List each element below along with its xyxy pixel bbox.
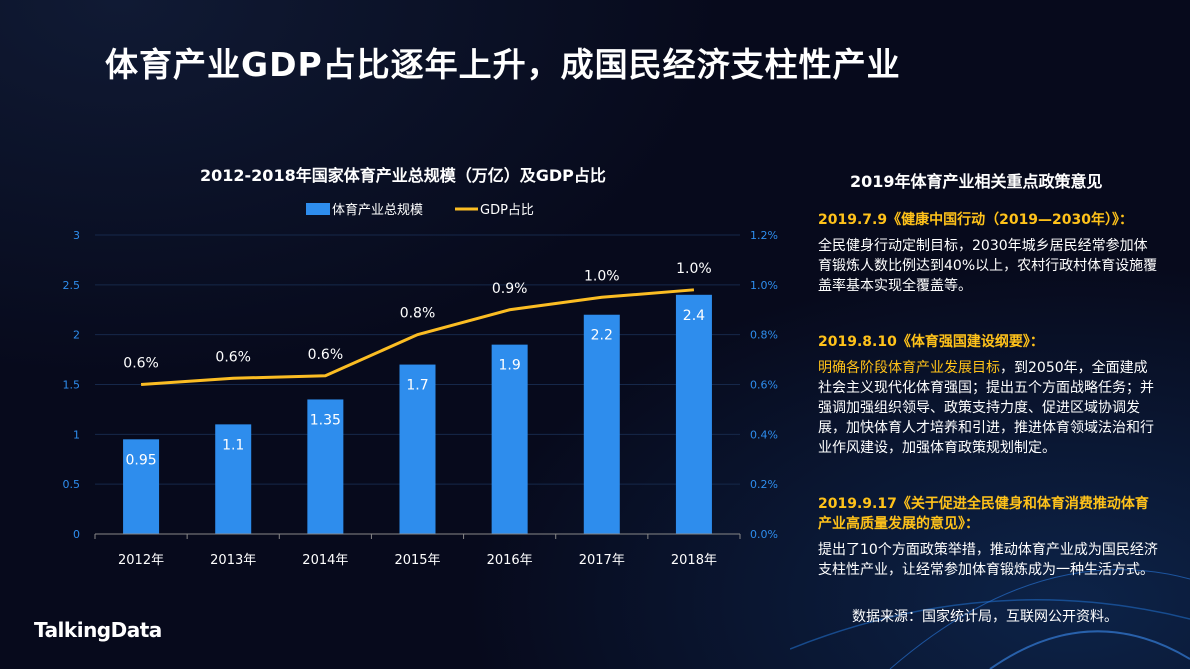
- y-right-tick: 0.2%: [750, 478, 778, 491]
- y-right-tick: 0.8%: [750, 329, 778, 342]
- line-label: 0.8%: [400, 306, 436, 322]
- slide-title: 体育产业GDP占比逐年上升，成国民经济支柱性产业: [105, 45, 901, 84]
- policy-heading: 2019.9.17《关于促进全民健身和体育消费推动体育产业高质量发展的意见》：: [818, 496, 1149, 532]
- y-left-tick: 1.5: [63, 379, 81, 392]
- line-label: 0.6%: [123, 356, 159, 372]
- policy-body-text: ，到2050年，全面建成社会主义现代化体育强国；提出五个方面战略任务；并强调加强…: [818, 360, 1154, 456]
- x-tick-label: 2016年: [487, 553, 533, 568]
- legend-line-label: GDP占比: [480, 203, 534, 218]
- policy-heading: 2019.8.10《体育强国建设纲要》：: [818, 334, 1044, 350]
- y-right-tick: 0.6%: [750, 379, 778, 392]
- y-left-tick: 0: [73, 528, 80, 541]
- policy-body: 明确各阶段体育产业发展目标，到2050年，全面建成社会主义现代化体育强国；提出五…: [818, 358, 1158, 458]
- line-label: 0.6%: [215, 349, 251, 365]
- y-right-tick: 1.2%: [750, 229, 778, 242]
- bar: [215, 424, 252, 534]
- x-tick-label: 2015年: [394, 553, 440, 568]
- y-right-tick: 1.0%: [750, 279, 778, 292]
- y-right-tick: 0.0%: [750, 528, 778, 541]
- combo-chart: 0 0.5 1 1.5 2 2.5 3 0.0% 0.2% 0.4% 0.6% 0.8% 1.0% 1.2…: [63, 202, 778, 568]
- line-label: 1.0%: [584, 268, 620, 284]
- x-tick-label: 2018年: [671, 553, 717, 568]
- bar-label: 1.35: [310, 412, 341, 428]
- y-left-tick: 0.5: [63, 478, 81, 491]
- bar-label: 2.2: [591, 328, 613, 344]
- gdp-line: [140, 288, 695, 386]
- line-label: 0.9%: [492, 281, 528, 297]
- legend-bar-label: 体育产业总规模: [332, 202, 423, 218]
- data-source: 数据来源：国家统计局，互联网公开资料。: [852, 609, 1118, 625]
- policy-body: 提出了10个方面政策举措，推动体育产业成为国民经济支柱性产业，让经常参加体育锻炼…: [818, 542, 1158, 578]
- policy-body: 全民健身行动定制目标，2030年城乡居民经常参加体育锻炼人数比例达到40%以上，…: [818, 238, 1158, 294]
- y-left-tick: 3: [73, 229, 80, 242]
- policy-panel: 2019.7.9《健康中国行动（2019—2030年）》： 全民健身行动定制目标…: [818, 210, 1158, 616]
- policy-item: 2019.7.9《健康中国行动（2019—2030年）》： 全民健身行动定制目标…: [818, 210, 1158, 296]
- x-tick-label: 2012年: [118, 553, 164, 568]
- bar-label: 2.4: [683, 308, 705, 324]
- legend-bar-swatch: [306, 203, 330, 215]
- y-right-tick: 0.4%: [750, 428, 778, 441]
- x-tick-label: 2013年: [210, 553, 256, 568]
- bar: [123, 439, 160, 534]
- policy-highlight: 明确各阶段体育产业发展目标: [818, 360, 1000, 376]
- x-tick-label: 2014年: [302, 553, 348, 568]
- bar-label: 1.1: [222, 437, 244, 453]
- chart-title: 2012-2018年国家体育产业总规模（万亿）及GDP占比: [200, 166, 606, 185]
- panel-title: 2019年体育产业相关重点政策意见: [850, 172, 1103, 191]
- policy-item: 2019.8.10《体育强国建设纲要》： 明确各阶段体育产业发展目标，到2050…: [818, 332, 1158, 458]
- y-left-tick: 2: [73, 329, 80, 342]
- policy-heading: 2019.7.9《健康中国行动（2019—2030年）》：: [818, 212, 1134, 228]
- talkingdata-logo: TalkingData: [34, 618, 162, 642]
- y-left-tick: 1: [73, 428, 80, 441]
- bar-label: 0.95: [125, 452, 156, 468]
- bar: [675, 294, 712, 534]
- y-left-tick: 2.5: [63, 279, 81, 292]
- bar-label: 1.9: [499, 358, 521, 374]
- line-label: 0.6%: [308, 347, 344, 363]
- policy-item: 2019.9.17《关于促进全民健身和体育消费推动体育产业高质量发展的意见》： …: [818, 494, 1158, 580]
- bar: [307, 399, 344, 534]
- bar: [399, 364, 436, 534]
- bar: [583, 314, 620, 534]
- x-tick-label: 2017年: [579, 553, 625, 568]
- bar: [491, 344, 528, 534]
- decorative-swirl: [790, 569, 1190, 669]
- bar-label: 1.7: [406, 378, 428, 394]
- line-label: 1.0%: [676, 261, 712, 277]
